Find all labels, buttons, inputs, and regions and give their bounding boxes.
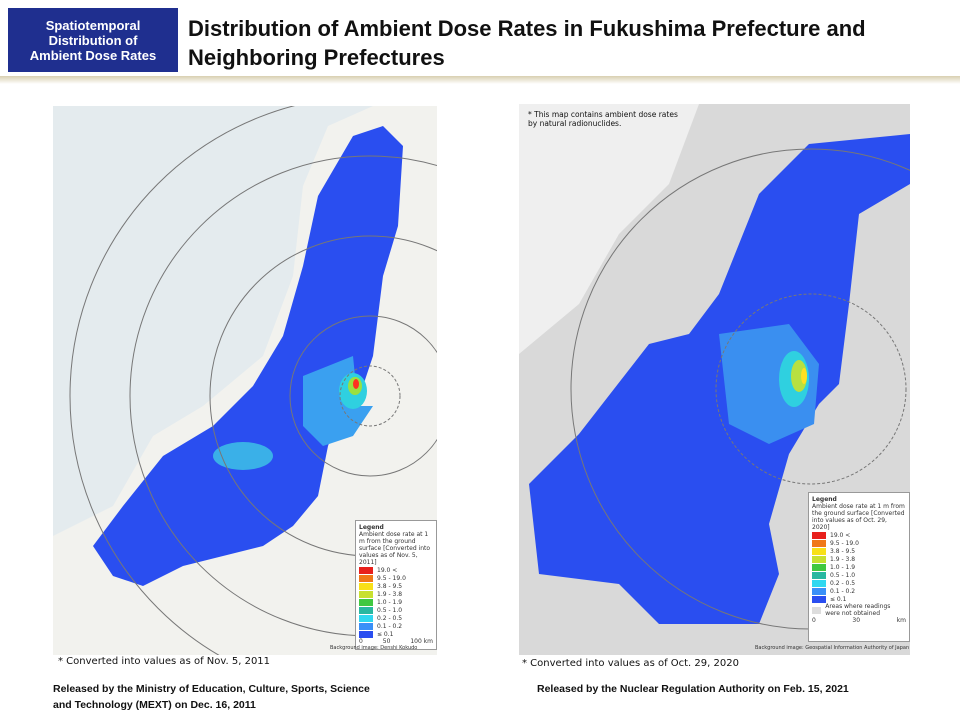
scale-label: 0	[812, 617, 816, 624]
legend-item: ≤ 0.1	[359, 630, 433, 638]
legend-swatch	[359, 598, 373, 606]
legend-swatch	[359, 574, 373, 582]
legend-swatch	[359, 582, 373, 590]
legend-item: 3.8 - 9.5	[812, 547, 906, 555]
legend-missing: Areas where readings were not obtained	[812, 603, 906, 617]
right-legend: Legend Ambient dose rate at 1 m from the…	[808, 492, 910, 642]
legend-swatch	[812, 539, 826, 547]
legend-description: Ambient dose rate at 1 m from the ground…	[812, 503, 905, 531]
scale-label: 100 km	[410, 638, 433, 645]
legend-swatch	[812, 587, 826, 595]
source: Released by the Nuclear Regulation Autho…	[537, 681, 849, 697]
legend-label: ≤ 0.1	[377, 630, 394, 638]
credit: Background image: Denshi Kokudo	[330, 645, 418, 651]
legend-label: 0.2 - 0.5	[377, 614, 403, 622]
credit: Background image: Geospatial Information…	[755, 645, 910, 651]
legend-items: 19.0 <9.5 - 19.0 3.8 - 9.5 1.9 - 3.8 1.0 - …	[812, 531, 906, 603]
legend-item: 1.9 - 3.8	[812, 555, 906, 563]
legend-description: Ambient dose rate at 1 m from the ground…	[359, 531, 431, 566]
legend-swatch	[359, 566, 373, 574]
legend-swatch	[359, 622, 373, 630]
legend-item: 9.5 - 19.0	[812, 539, 906, 547]
legend-item: 0.5 - 1.0	[359, 606, 433, 614]
legend-label: 19.0 <	[377, 566, 398, 574]
legend-swatch	[812, 531, 826, 539]
legend-label: 1.9 - 3.8	[830, 555, 856, 563]
legend-label: 0.5 - 1.0	[830, 571, 856, 579]
legend-swatch	[812, 571, 826, 579]
legend-swatch	[812, 595, 826, 603]
legend-title: Legend	[359, 524, 384, 531]
scale-label: 50	[382, 638, 391, 645]
legend-label: ≤ 0.1	[830, 595, 847, 603]
legend-label: Areas where readings were not obtained	[825, 603, 891, 617]
legend-label: 9.5 - 19.0	[830, 539, 859, 547]
source-line: Released by the Ministry of Education, C…	[53, 683, 370, 695]
legend-item: 0.2 - 0.5	[812, 579, 906, 587]
legend-label: 3.8 - 9.5	[377, 582, 403, 590]
legend-item: 0.5 - 1.0	[812, 571, 906, 579]
title-line: Distribution of Ambient Dose Rates in Fu…	[188, 16, 866, 41]
caption: * Converted into values as of Oct. 29, 2…	[522, 658, 739, 669]
badge: Spatiotemporal Distribution of Ambient D…	[8, 8, 178, 72]
legend-swatch	[359, 614, 373, 622]
left-map	[53, 106, 437, 655]
badge-line: Ambient Dose Rates	[29, 47, 157, 63]
legend-item: 3.8 - 9.5	[359, 582, 433, 590]
left-legend: Legend Ambient dose rate at 1 m from the…	[355, 520, 437, 650]
legend-label: 0.1 - 0.2	[377, 622, 403, 630]
legend-label: 0.2 - 0.5	[830, 579, 856, 587]
scale-label: km	[896, 617, 906, 624]
legend-swatch	[812, 555, 826, 563]
legend-swatch	[359, 590, 373, 598]
legend-item: 1.0 - 1.9	[359, 598, 433, 606]
legend-swatch	[359, 630, 373, 638]
title: Distribution of Ambient Dose Rates in Fu…	[188, 14, 866, 72]
badge-line: Distribution of	[48, 32, 138, 48]
badge-line: Spatiotemporal	[45, 17, 141, 33]
source-line: and Technology (MEXT) on Dec. 16, 2011	[53, 699, 256, 711]
legend-item: 1.9 - 3.8	[359, 590, 433, 598]
legend-item: ≤ 0.1	[812, 595, 906, 603]
legend-item: 1.0 - 1.9	[812, 563, 906, 571]
scale-label: 30	[852, 617, 861, 624]
legend-title: Legend	[812, 496, 837, 503]
scale: 0 50 100 km	[359, 638, 433, 645]
legend-label: 9.5 - 19.0	[377, 574, 406, 582]
scale-label: 0	[359, 638, 363, 645]
caption: * Converted into values as of Nov. 5, 20…	[58, 656, 271, 667]
legend-swatch	[812, 563, 826, 571]
legend-swatch	[359, 606, 373, 614]
legend-label: 0.5 - 1.0	[377, 606, 403, 614]
legend-label: 3.8 - 9.5	[830, 547, 856, 555]
legend-item: 19.0 <	[812, 531, 906, 539]
legend-item: 9.5 - 19.0	[359, 574, 433, 582]
header-rule	[0, 76, 960, 84]
source: Released by the Ministry of Education, C…	[53, 681, 370, 713]
legend-item: 19.0 <	[359, 566, 433, 574]
scale: 0 30 km	[812, 617, 906, 624]
legend-swatch	[812, 579, 826, 587]
legend-label: 0.1 - 0.2	[830, 587, 856, 595]
legend-label: 1.0 - 1.9	[377, 598, 403, 606]
legend-items: 19.0 <9.5 - 19.0 3.8 - 9.5 1.9 - 3.8 1.0 - …	[359, 566, 433, 638]
legend-swatch	[812, 547, 826, 555]
map-note: * This map contains ambient dose rates b…	[528, 110, 678, 128]
legend-item: 0.2 - 0.5	[359, 614, 433, 622]
legend-label: 19.0 <	[830, 531, 851, 539]
legend-label: 1.9 - 3.8	[377, 590, 403, 598]
legend-item: 0.1 - 0.2	[812, 587, 906, 595]
legend-label: 1.0 - 1.9	[830, 563, 856, 571]
source-line: Released by the Nuclear Regulation Autho…	[537, 683, 849, 695]
title-line: Neighboring Prefectures	[188, 45, 445, 70]
legend-item: 0.1 - 0.2	[359, 622, 433, 630]
